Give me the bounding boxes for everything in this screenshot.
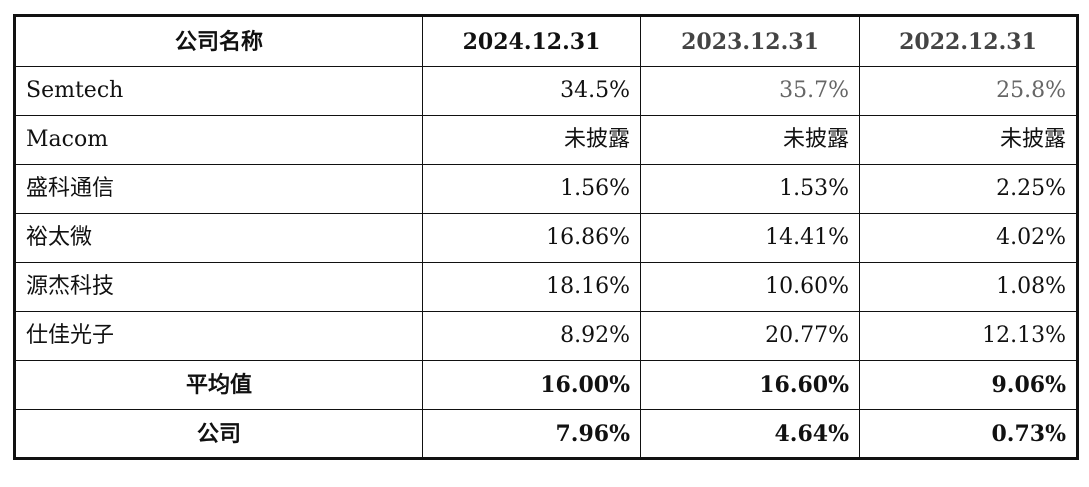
comparison-table: 公司名称 2024.12.31 2023.12.31 2022.12.31 Se…: [13, 14, 1079, 460]
company-2024: 7.96%: [422, 409, 641, 459]
table-row: 仕佳光子 8.92% 20.77% 12.13%: [14, 311, 1078, 361]
cell-2023: 14.41%: [640, 213, 860, 263]
table-container: 公司名称 2024.12.31 2023.12.31 2022.12.31 Se…: [13, 14, 1079, 460]
row-name: 盛科通信: [14, 164, 423, 214]
row-name: 源杰科技: [14, 262, 423, 312]
average-2022: 9.06%: [859, 360, 1078, 410]
cell-2023: 10.60%: [640, 262, 860, 312]
average-row: 平均值 16.00% 16.60% 9.06%: [14, 360, 1078, 410]
cell-2022: 12.13%: [859, 311, 1078, 361]
cell-2023: 未披露: [640, 115, 860, 165]
table-row: 源杰科技 18.16% 10.60% 1.08%: [14, 262, 1078, 312]
cell-2023: 20.77%: [640, 311, 860, 361]
company-label: 公司: [14, 409, 423, 459]
cell-2022: 25.8%: [859, 66, 1078, 116]
header-2024: 2024.12.31: [422, 15, 641, 67]
row-name: 裕太微: [14, 213, 423, 263]
header-row: 公司名称 2024.12.31 2023.12.31 2022.12.31: [14, 15, 1078, 67]
row-name: 仕佳光子: [14, 311, 423, 361]
table-row: 盛科通信 1.56% 1.53% 2.25%: [14, 164, 1078, 214]
cell-2022: 1.08%: [859, 262, 1078, 312]
company-row: 公司 7.96% 4.64% 0.73%: [14, 409, 1078, 459]
cell-2024: 8.92%: [422, 311, 641, 361]
row-name: Semtech: [14, 66, 423, 116]
header-2023: 2023.12.31: [640, 15, 860, 67]
company-2023: 4.64%: [640, 409, 860, 459]
average-label: 平均值: [14, 360, 423, 410]
cell-2024: 1.56%: [422, 164, 641, 214]
cell-2024: 16.86%: [422, 213, 641, 263]
table-row: Macom 未披露 未披露 未披露: [14, 115, 1078, 165]
header-2022: 2022.12.31: [859, 15, 1078, 67]
cell-2022: 2.25%: [859, 164, 1078, 214]
cell-2022: 未披露: [859, 115, 1078, 165]
table-row: 裕太微 16.86% 14.41% 4.02%: [14, 213, 1078, 263]
cell-2024: 18.16%: [422, 262, 641, 312]
average-2024: 16.00%: [422, 360, 641, 410]
cell-2023: 1.53%: [640, 164, 860, 214]
row-name: Macom: [14, 115, 423, 165]
cell-2023: 35.7%: [640, 66, 860, 116]
company-2022: 0.73%: [859, 409, 1078, 459]
table-row: Semtech 34.5% 35.7% 25.8%: [14, 66, 1078, 116]
cell-2022: 4.02%: [859, 213, 1078, 263]
cell-2024: 34.5%: [422, 66, 641, 116]
header-company-name: 公司名称: [14, 15, 423, 67]
average-2023: 16.60%: [640, 360, 860, 410]
cell-2024: 未披露: [422, 115, 641, 165]
